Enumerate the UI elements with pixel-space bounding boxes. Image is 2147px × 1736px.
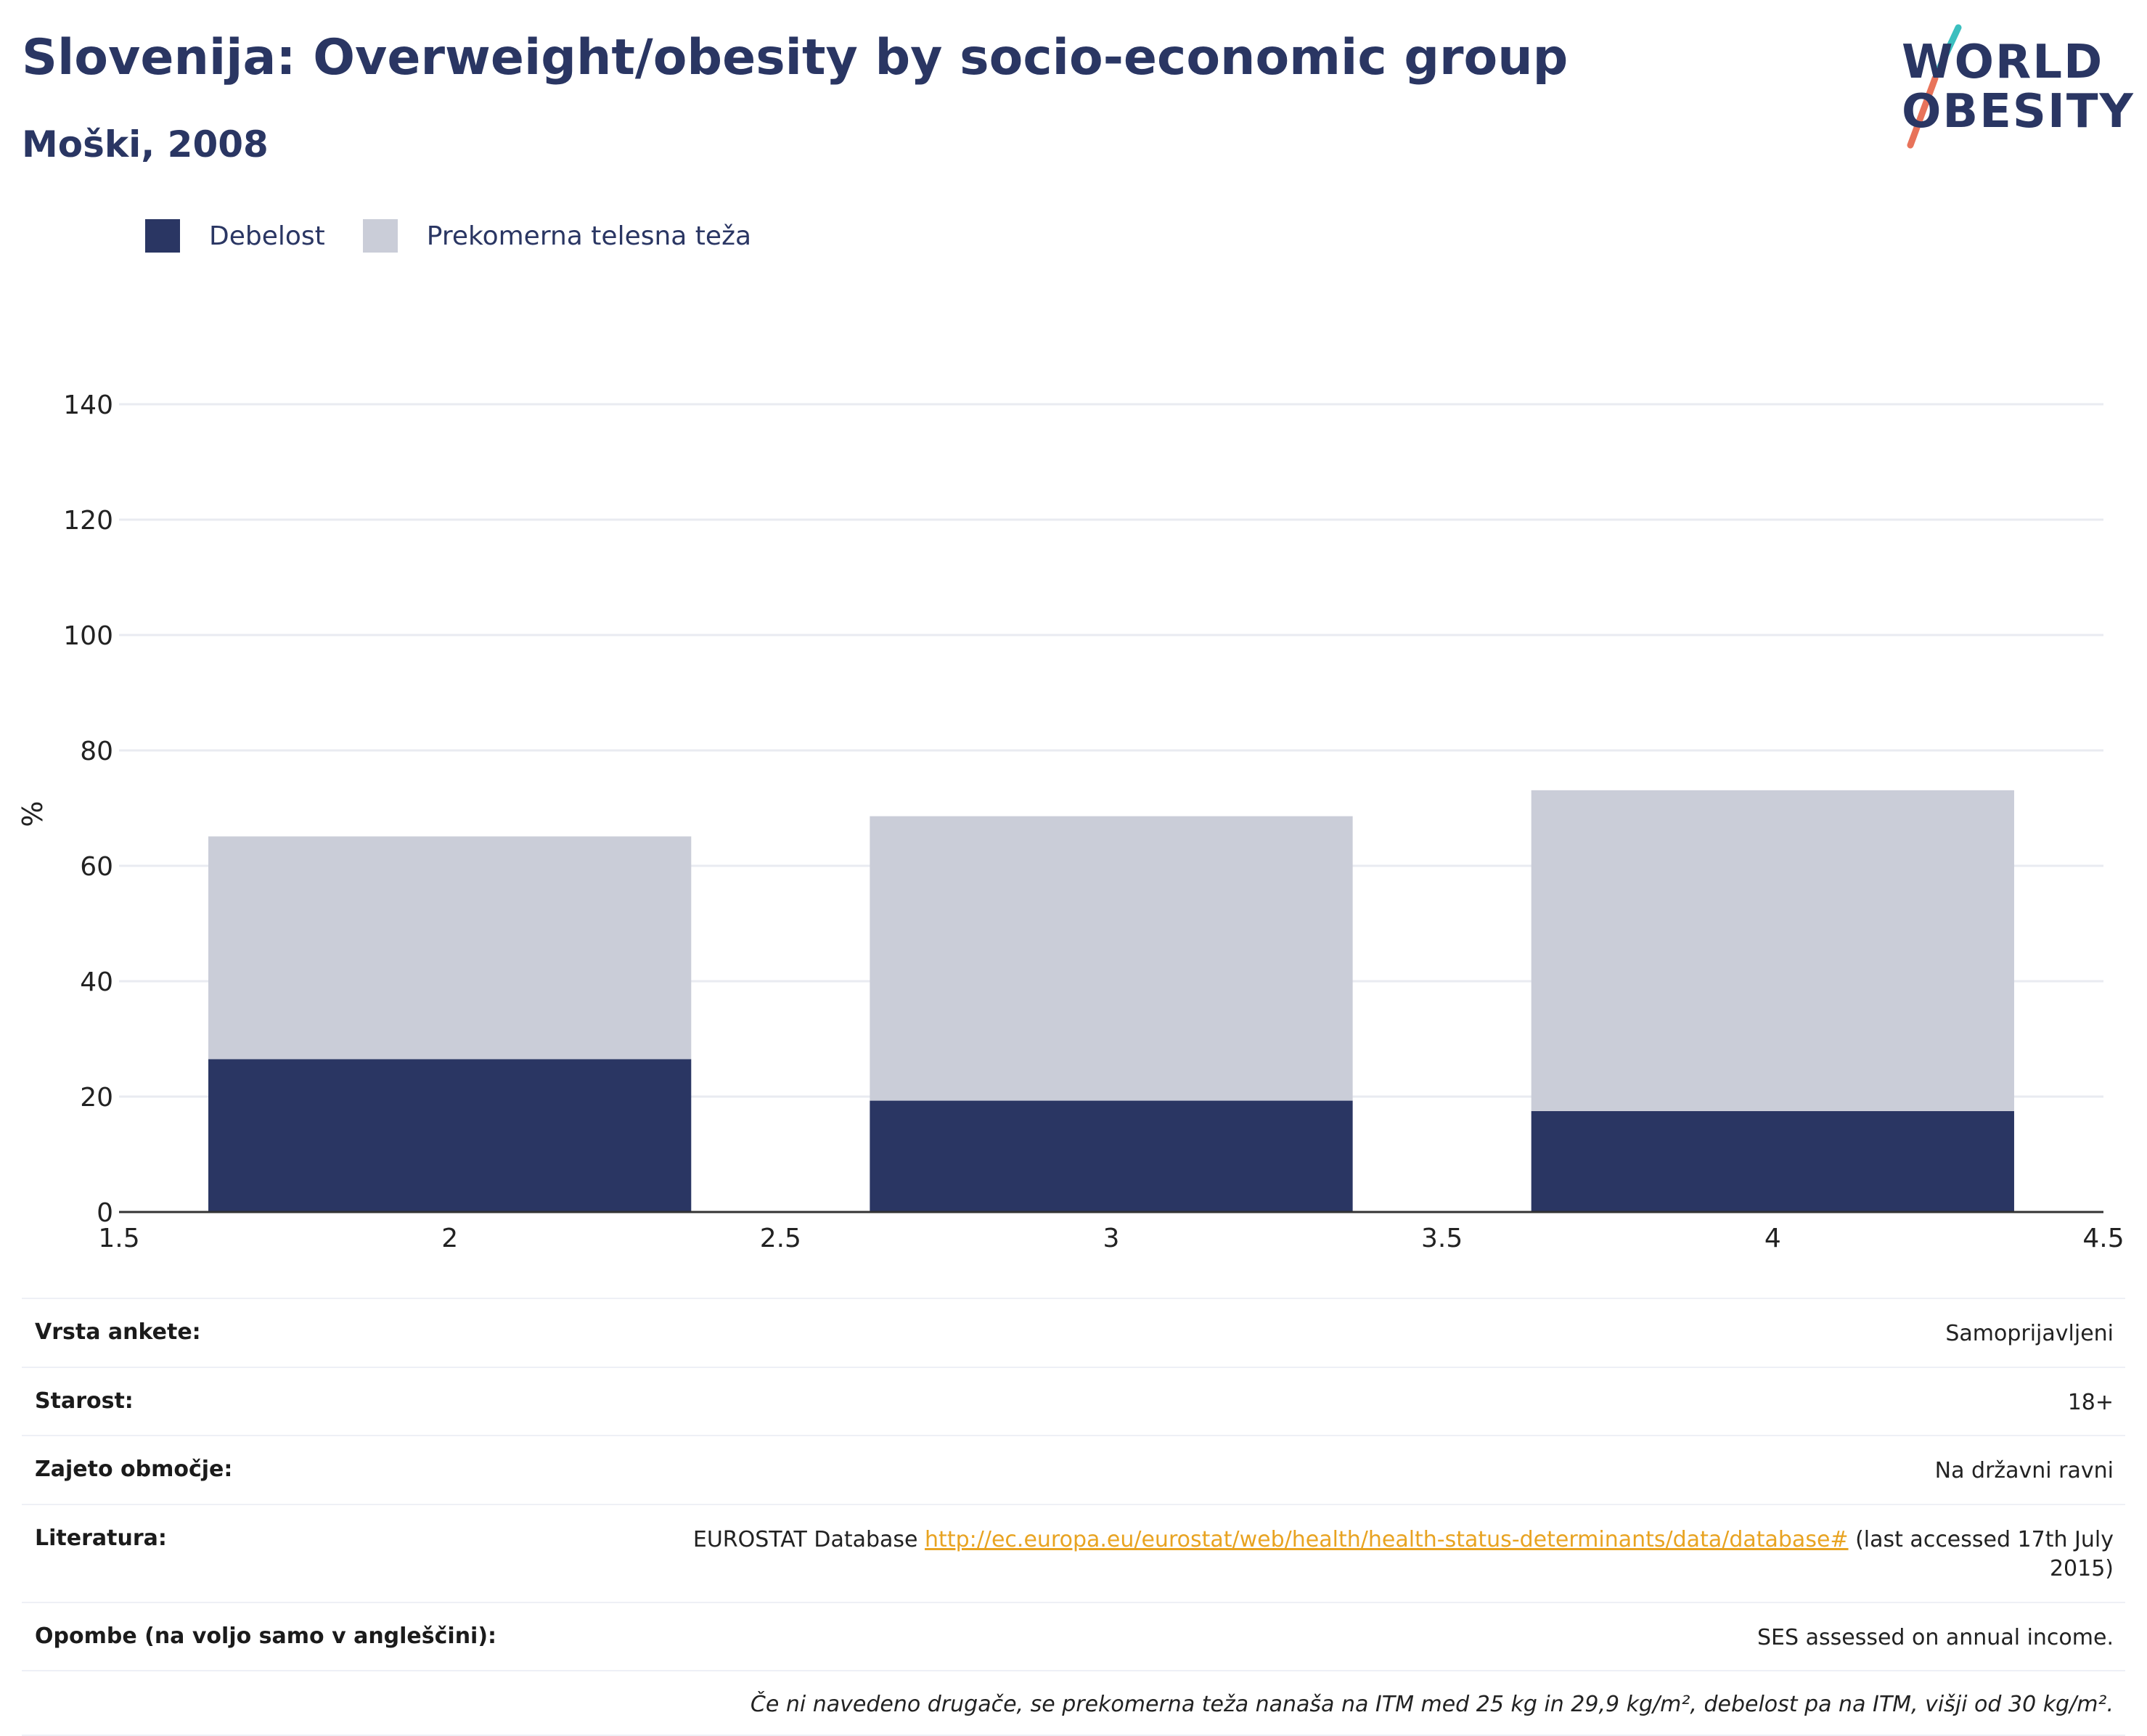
bar-debelost-2 (208, 1059, 692, 1212)
chart-subtitle: Moški, 2008 (22, 123, 269, 165)
x-tick-label: 3 (1103, 1224, 1120, 1253)
x-tick-label: 4 (1764, 1224, 1781, 1253)
y-tick-label: 20 (80, 1083, 113, 1113)
info-row-notes: Opombe (na voljo samo v angleščini): SES… (22, 1601, 2125, 1671)
references-label: Literatura: (35, 1525, 167, 1551)
references-prefix: EUROSTAT Database (692, 1526, 925, 1552)
logo-slash-icon (1907, 24, 1962, 149)
y-tick-label: 60 (80, 852, 113, 882)
legend-swatch-debelost (145, 219, 180, 253)
y-axis-label: % (17, 801, 49, 827)
x-tick-label: 1.5 (98, 1224, 139, 1253)
world-obesity-logo: WORLD OBESITY (1873, 22, 2134, 152)
y-tick-label: 140 (63, 390, 113, 420)
notes-label: Opombe (na voljo samo v angleščini): (35, 1623, 497, 1649)
legend-label-prekomerna: Prekomerna telesna teža (426, 221, 752, 251)
x-tick-label: 3.5 (1421, 1224, 1463, 1253)
footnote-text: Če ni navedeno drugače, se prekomerna te… (750, 1692, 2114, 1717)
info-row-age: Starost: 18+ (22, 1366, 2125, 1436)
references-link[interactable]: http://ec.europa.eu/eurostat/web/health/… (925, 1526, 1849, 1552)
logo-text-obesity: OBESITY (1902, 85, 2135, 139)
bar-prekomerna-2 (208, 836, 692, 1060)
info-row-footnote: Če ni navedeno drugače, se prekomerna te… (22, 1670, 2125, 1736)
y-tick-label: 80 (80, 737, 113, 766)
survey-type-value: Samoprijavljeni (1945, 1321, 2114, 1346)
info-row-area: Zajeto območje: Na državni ravni (22, 1435, 2125, 1504)
chart-legend: Debelost Prekomerna telesna teža (145, 218, 789, 254)
bar-debelost-3 (870, 1100, 1353, 1212)
age-label: Starost: (35, 1388, 134, 1414)
bar-prekomerna-4 (1531, 790, 2014, 1111)
age-value: 18+ (2067, 1389, 2114, 1415)
info-row-references: Literatura: EUROSTAT Database http://ec.… (22, 1503, 2125, 1602)
area-value: Na državni ravni (1934, 1458, 2114, 1483)
logo-text-world: WORLD (1902, 36, 2104, 89)
y-tick-label: 0 (97, 1198, 113, 1228)
stacked-bar-chart: 0 20 40 60 80 100 120 140 1.5 2 2.5 3 3.5 4 4.5% (17, 390, 2124, 1253)
references-value: EUROSTAT Database http://ec.europa.eu/eu… (626, 1526, 2114, 1584)
info-table: Vrsta ankete: Samoprijavljeni Starost: 1… (22, 1298, 2125, 1736)
legend-label-debelost: Debelost (209, 221, 325, 251)
bar-prekomerna-3 (870, 816, 1353, 1101)
references-suffix: (last accessed 17th July 2015) (1848, 1526, 2114, 1582)
y-tick-label: 120 (63, 506, 113, 536)
chart-title: Slovenija: Overweight/obesity by socio-e… (22, 29, 1569, 86)
bar-debelost-4 (1531, 1110, 2014, 1212)
info-row-survey-type: Vrsta ankete: Samoprijavljeni (22, 1298, 2125, 1367)
y-tick-label: 40 (80, 967, 113, 997)
x-tick-label: 2.5 (760, 1224, 801, 1253)
legend-swatch-prekomerna (362, 219, 398, 253)
area-label: Zajeto območje: (35, 1457, 233, 1482)
x-tick-label: 2 (441, 1224, 458, 1253)
y-tick-label: 100 (63, 621, 113, 651)
legend-item-prekomerna[interactable]: Prekomerna telesna teža (362, 219, 752, 253)
legend-item-debelost[interactable]: Debelost (145, 219, 325, 253)
notes-value: SES assessed on annual income. (1757, 1624, 2114, 1650)
survey-type-label: Vrsta ankete: (35, 1319, 201, 1345)
x-tick-label: 4.5 (2082, 1224, 2124, 1253)
